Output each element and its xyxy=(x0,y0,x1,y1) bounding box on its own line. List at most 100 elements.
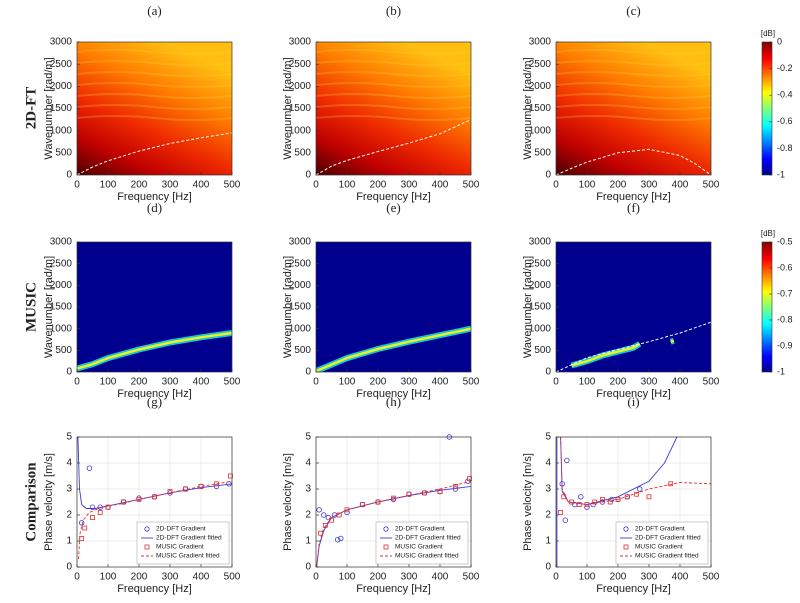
colorbar-tick-label: -0.6 xyxy=(777,116,793,126)
x-axis-label: Frequency [Hz] xyxy=(117,583,192,595)
fitted-curve xyxy=(77,132,232,175)
y-tick-label: 500 xyxy=(55,345,72,356)
data-point xyxy=(637,486,643,492)
x-tick-label: 500 xyxy=(463,377,480,388)
y-tick-label: 2500 xyxy=(289,258,312,269)
panel-label: (f) xyxy=(627,200,640,215)
data-point xyxy=(322,523,328,528)
plot-frame xyxy=(76,436,233,568)
legend-label: MUSIC Gradient fitted xyxy=(395,553,459,560)
y-tick-label: 1500 xyxy=(529,302,552,313)
x-tick-label: 500 xyxy=(703,180,720,191)
y-tick-label: 3000 xyxy=(529,237,552,248)
x-tick-label: 400 xyxy=(193,572,210,583)
x-tick-label: 400 xyxy=(432,377,449,388)
x-tick-label: 300 xyxy=(162,572,179,583)
heatmap-texture xyxy=(555,60,712,66)
data-point xyxy=(360,502,365,508)
heatmap-texture xyxy=(76,82,233,88)
y-tick-label: 2500 xyxy=(50,59,73,70)
data-point xyxy=(437,489,443,495)
x-tick-label: 200 xyxy=(610,377,627,388)
data-point xyxy=(564,457,570,464)
x-tick-label: 200 xyxy=(131,377,148,388)
x-axis-label: Frequency [Hz] xyxy=(117,388,192,400)
data-point xyxy=(607,499,613,505)
x-tick-label: 300 xyxy=(401,377,418,388)
legend-swatch xyxy=(623,544,629,550)
x-tick-label: 400 xyxy=(193,377,210,388)
x-tick-label: 200 xyxy=(370,180,387,191)
x-tick-label: 200 xyxy=(370,377,387,388)
y-tick-label: 5 xyxy=(305,432,311,443)
data-point xyxy=(599,499,606,505)
fitted-line xyxy=(556,436,678,567)
x-tick-label: 0 xyxy=(74,180,80,191)
heatmap-texture xyxy=(76,115,233,121)
data-point xyxy=(615,496,621,502)
data-point xyxy=(90,515,95,520)
data-point xyxy=(562,517,568,523)
panel-label: (d) xyxy=(147,200,162,215)
data-point xyxy=(634,491,639,497)
legend-swatch xyxy=(383,526,389,532)
y-tick-label: 0 xyxy=(305,170,311,181)
data-point xyxy=(228,473,233,479)
y-tick-label: 0 xyxy=(66,367,72,378)
data-point xyxy=(668,481,674,487)
legend-label: 2D-DFT Gradient fitted xyxy=(635,535,701,542)
data-point xyxy=(467,476,472,482)
y-tick-label: 0 xyxy=(545,562,551,573)
data-point xyxy=(592,499,598,505)
y-tick-label: 2000 xyxy=(289,280,312,291)
x-axis-label: Frequency [Hz] xyxy=(596,191,671,203)
data-point xyxy=(624,494,630,500)
y-tick-label: 5 xyxy=(545,432,551,443)
legend-label: 2D-DFT Gradient xyxy=(395,526,445,533)
x-tick-label: 500 xyxy=(224,377,241,388)
x-tick-label: 300 xyxy=(401,180,418,191)
legend-label: 2D-DFT Gradient fitted xyxy=(156,535,222,542)
y-tick-label: 1 xyxy=(305,536,311,547)
y-tick-label: 1000 xyxy=(529,125,552,136)
heatmap-image xyxy=(556,242,711,372)
y-tick-label: 4 xyxy=(305,458,311,469)
y-tick-label: 0 xyxy=(305,367,311,378)
fitted-line xyxy=(77,436,232,509)
y-axis-label: Phase velocity [m/s] xyxy=(522,453,534,551)
fitted-curve xyxy=(316,119,471,175)
panel-label: (h) xyxy=(386,394,401,409)
x-tick-label: 500 xyxy=(224,180,241,191)
x-tick-label: 400 xyxy=(432,180,449,191)
y-tick-label: 2000 xyxy=(50,280,73,291)
x-tick-label: 100 xyxy=(339,180,356,191)
y-tick-label: 2500 xyxy=(529,59,552,70)
colorbar-tick-label: -0.9 xyxy=(777,340,793,350)
legend-box xyxy=(375,521,469,565)
x-axis-label: Frequency [Hz] xyxy=(596,388,671,400)
colorbar-title: [dB] xyxy=(761,29,775,38)
y-axis-label: Wavenumber [rad/m] xyxy=(282,256,294,358)
x-tick-label: 300 xyxy=(641,572,658,583)
data-point xyxy=(167,489,173,495)
legend-box xyxy=(615,521,709,565)
y-tick-label: 3000 xyxy=(289,237,312,248)
y-tick-label: 0 xyxy=(545,367,551,378)
x-tick-label: 200 xyxy=(370,572,387,583)
legend-swatch xyxy=(383,544,389,550)
data-point xyxy=(576,502,582,508)
legend-label: 2D-DFT Gradient xyxy=(156,526,206,533)
x-tick-label: 200 xyxy=(131,572,148,583)
x-tick-label: 400 xyxy=(672,180,689,191)
data-point xyxy=(86,465,93,471)
legend-label: 2D-DFT Gradient xyxy=(635,526,685,533)
x-tick-label: 200 xyxy=(610,572,627,583)
y-axis-label: Wavenumber [rad/m] xyxy=(43,57,55,159)
y-axis-label: Wavenumber [rad/m] xyxy=(43,256,55,358)
data-point xyxy=(646,494,652,500)
x-tick-label: 400 xyxy=(432,572,449,583)
legend-label: 2D-DFT Gradient fitted xyxy=(395,535,461,542)
heatmap-texture xyxy=(315,82,472,88)
y-tick-label: 3 xyxy=(305,484,311,495)
